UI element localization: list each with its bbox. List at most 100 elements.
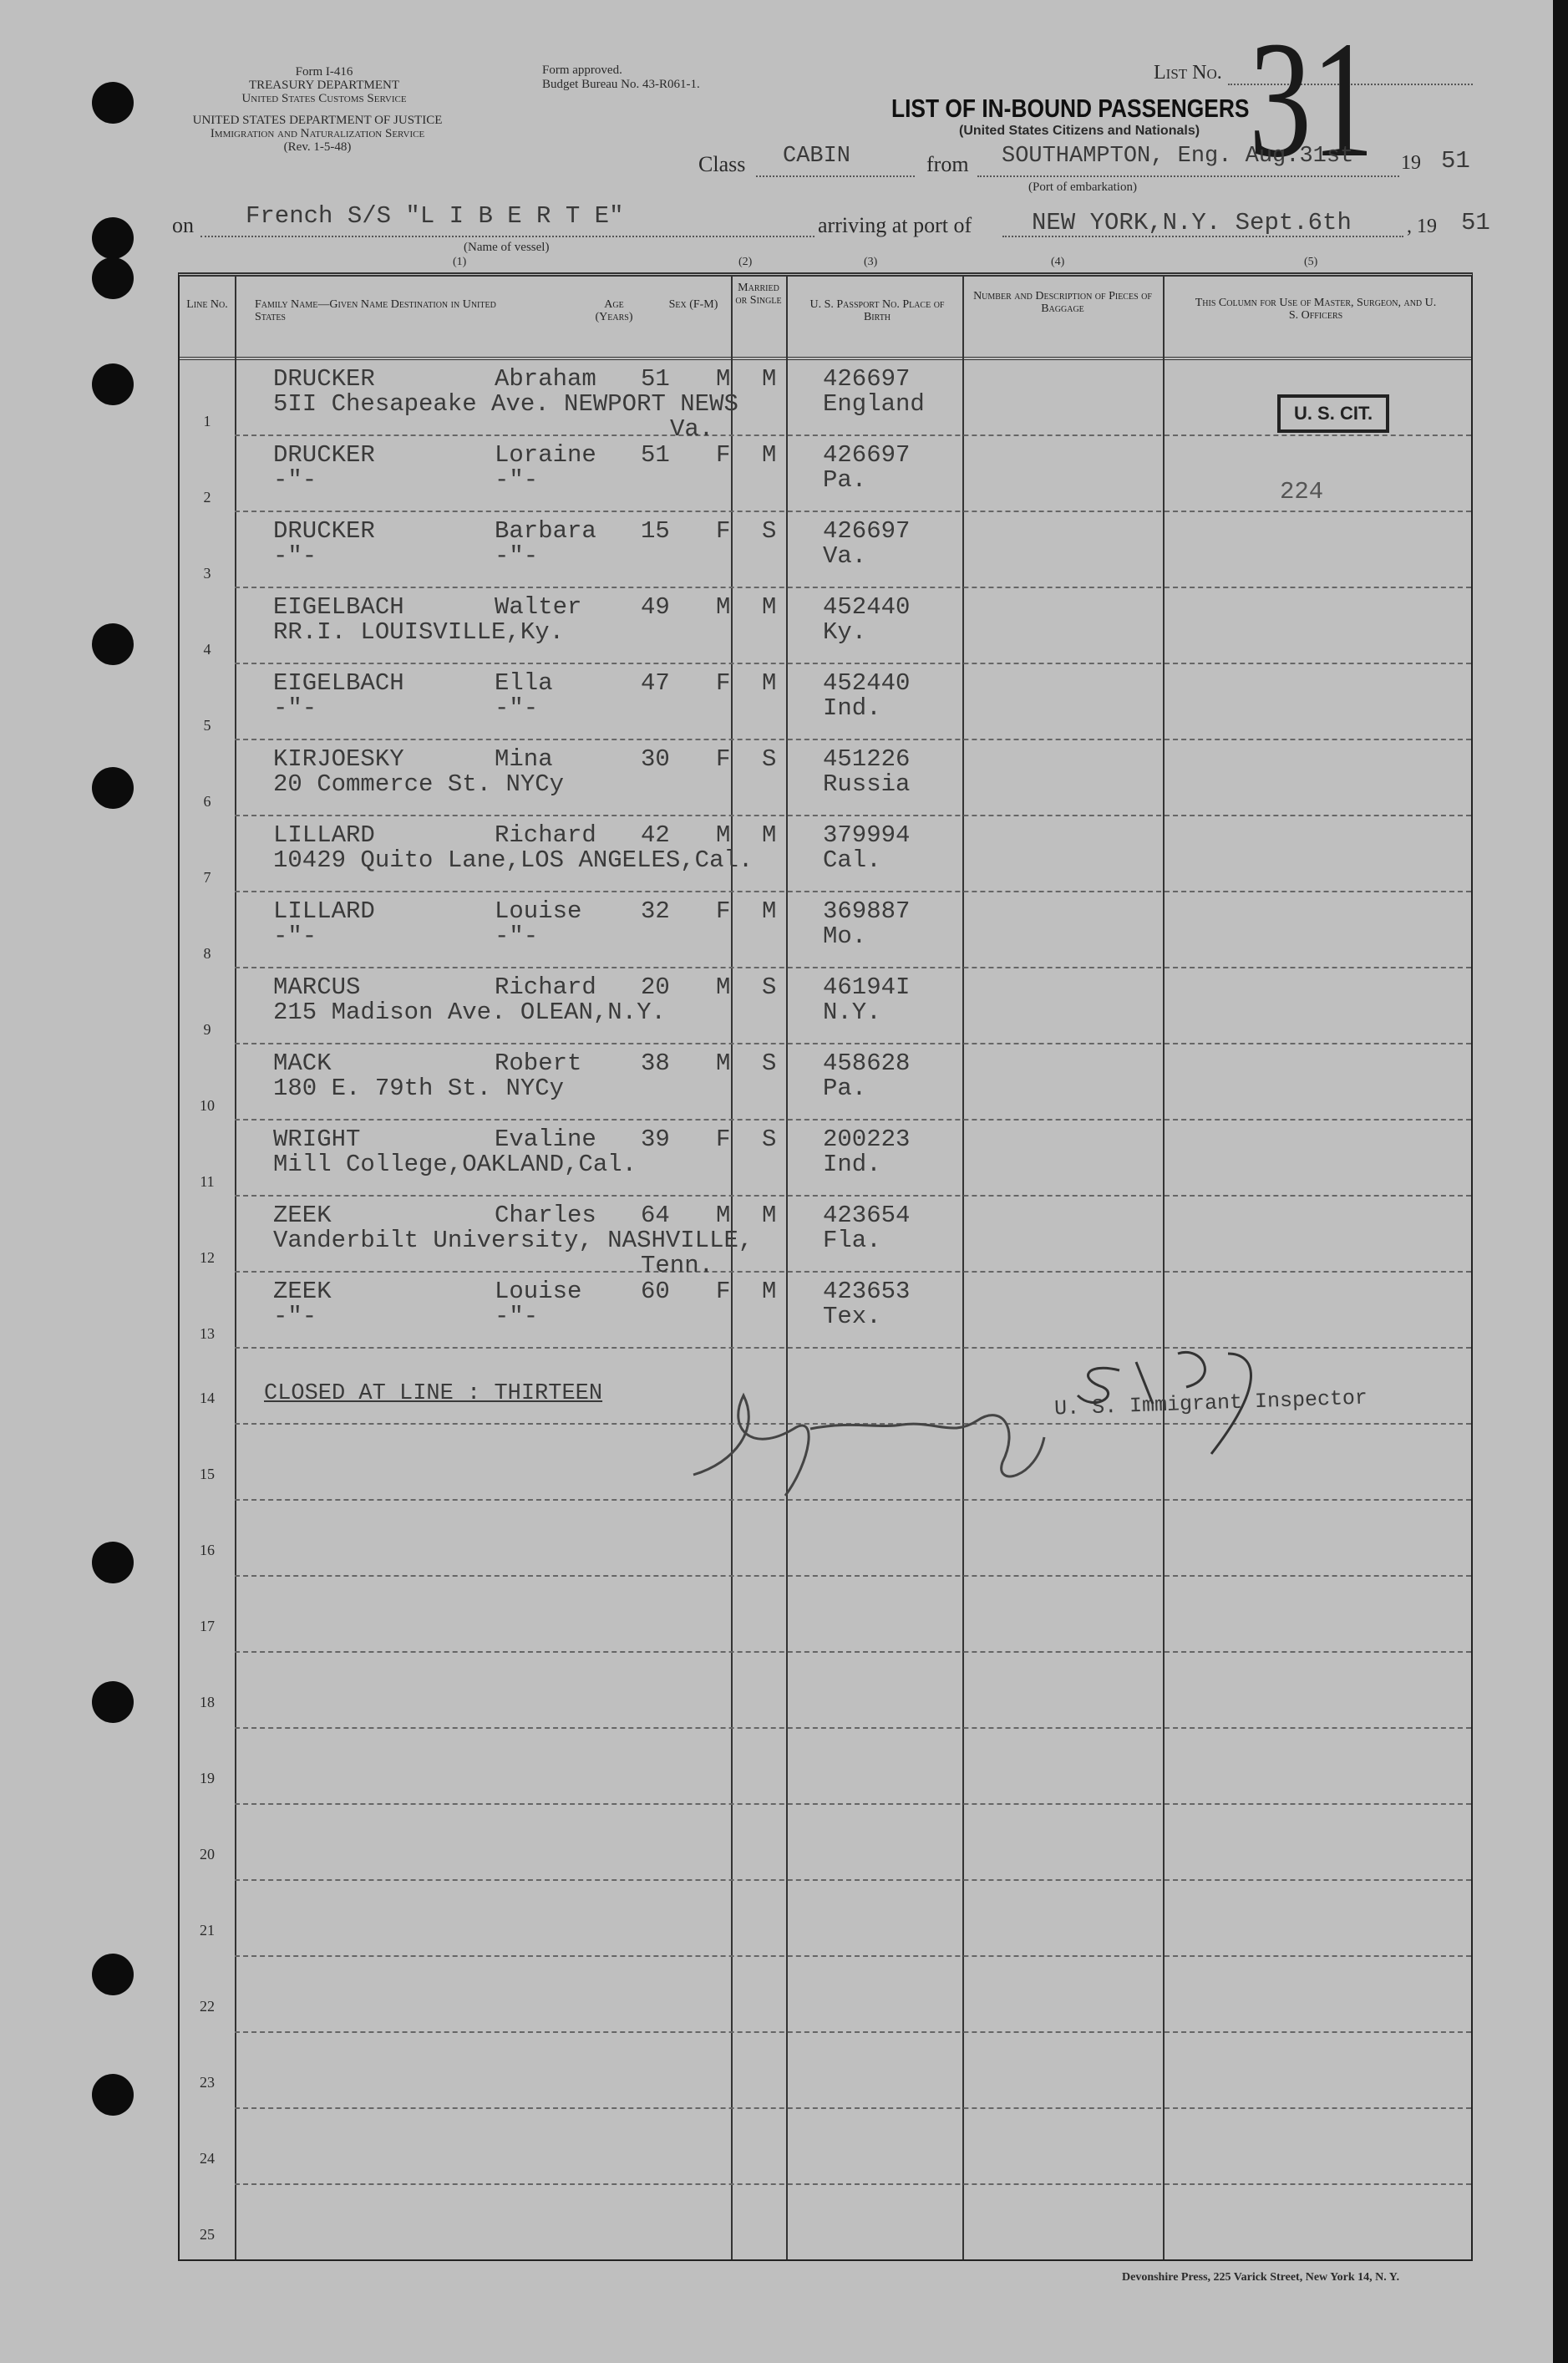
- passenger-marital: M: [762, 365, 777, 393]
- treasury-dept: TREASURY DEPARTMENT: [248, 79, 400, 92]
- line-number: 17: [200, 1618, 215, 1634]
- line-number: 2: [203, 489, 211, 506]
- table-row: 13 ZEEK Louise 60 F M 423653 Tex. -"- -"-: [180, 1271, 1471, 1349]
- table-row-empty: 15: [180, 1423, 1471, 1501]
- passenger-passport: 452440: [823, 669, 911, 697]
- passenger-sex: M: [716, 593, 731, 621]
- list-no-label: List No.: [1154, 62, 1222, 84]
- passenger-passport: 426697: [823, 441, 911, 469]
- line-number: 5: [203, 717, 211, 734]
- row-divider: [235, 434, 1471, 436]
- passenger-given: Loraine: [495, 441, 596, 469]
- customs-service: United States Customs Service: [241, 92, 407, 105]
- line-number: 20: [200, 1846, 215, 1862]
- ins-service: Immigration and Naturalization Service: [210, 127, 425, 140]
- passenger-given2: -"-: [495, 1303, 539, 1330]
- passenger-birthplace: Tex.: [823, 1303, 881, 1330]
- arrival-value: NEW YORK,N.Y. Sept.6th: [1032, 209, 1352, 236]
- passenger-dest: Vanderbilt University, NASHVILLE,: [273, 1227, 754, 1254]
- col-line-no: Line No.: [186, 298, 228, 311]
- col-age: Age (Years): [595, 298, 633, 323]
- column-number-4: (4): [1051, 256, 1065, 268]
- passenger-dest: -"-: [273, 466, 317, 494]
- form-header-left: Form I-416 TREASURY DEPARTMENT United St…: [207, 65, 441, 105]
- line-number: 8: [203, 945, 211, 962]
- passenger-sex: F: [716, 1278, 731, 1305]
- from-value: SOUTHAMPTON, Eng. Aug.31st: [1002, 144, 1354, 169]
- line-number: 11: [200, 1173, 215, 1190]
- passenger-marital: M: [762, 821, 777, 849]
- passenger-marital: S: [762, 973, 777, 1001]
- passenger-surname: DRUCKER: [273, 517, 375, 545]
- passenger-marital: S: [762, 1049, 777, 1077]
- passenger-dest: -"-: [273, 694, 317, 722]
- justice-header: UNITED STATES DEPARTMENT OF JUSTICE Immi…: [167, 114, 468, 154]
- passenger-birthplace: Ind.: [823, 1151, 881, 1178]
- row-divider: [235, 2183, 1471, 2185]
- passenger-given: Barbara: [495, 517, 596, 545]
- inspector-signature: [693, 1350, 1252, 1497]
- table-row: 1 DRUCKER Abraham 51 M M 426697 England 5II Ches…: [180, 358, 1471, 443]
- row-divider: [235, 1347, 1471, 1349]
- passenger-surname: LILLARD: [273, 821, 375, 849]
- page-subtitle: (United States Citizens and Nationals): [959, 124, 1200, 138]
- col-officers: This Column for Use of Master, Surgeon, …: [1195, 297, 1437, 322]
- form-number: Form I-416: [295, 65, 353, 79]
- passenger-given: Walter: [495, 593, 582, 621]
- table-row: 5 EIGELBACH Ella 47 F M 452440 Ind. -"- -"-: [180, 663, 1471, 740]
- row-divider: [235, 587, 1471, 588]
- passenger-surname: MARCUS: [273, 973, 361, 1001]
- passenger-marital: M: [762, 1278, 777, 1305]
- line-number: 14: [200, 1390, 215, 1406]
- row-divider: [235, 739, 1471, 740]
- from-label: from: [926, 152, 969, 176]
- port-caption: (Port of embarkation): [1028, 180, 1137, 194]
- row-divider: [235, 1955, 1471, 1957]
- row-divider: [235, 1119, 1471, 1121]
- passenger-surname: DRUCKER: [273, 441, 375, 469]
- class-value: CABIN: [783, 144, 851, 169]
- passenger-sex: F: [716, 669, 731, 697]
- passenger-given: Robert: [495, 1049, 582, 1077]
- passenger-dest: 180 E. 79th St. NYCy: [273, 1075, 565, 1102]
- row-divider: [235, 1651, 1471, 1653]
- row-divider: [235, 1727, 1471, 1729]
- passenger-birthplace: N.Y.: [823, 999, 881, 1026]
- passenger-dest: Mill College,OAKLAND,Cal.: [273, 1151, 637, 1178]
- passenger-surname: EIGELBACH: [273, 669, 404, 697]
- passenger-age: 47: [641, 669, 670, 697]
- table-row: 8 LILLARD Louise 32 F M 369887 Mo. -"- -"-: [180, 891, 1471, 968]
- passenger-birthplace: Pa.: [823, 1075, 867, 1102]
- passenger-age: 64: [641, 1202, 670, 1229]
- passenger-sex: M: [716, 973, 731, 1001]
- passenger-age: 51: [641, 441, 670, 469]
- column-number-1: (1): [453, 256, 467, 268]
- table-row-empty: 16: [180, 1499, 1471, 1577]
- closed-at-line: CLOSED AT LINE : THIRTEEN: [264, 1381, 603, 1406]
- passenger-sex: F: [716, 441, 731, 469]
- row-divider: [235, 1499, 1471, 1501]
- passenger-age: 49: [641, 593, 670, 621]
- table-row: 2 DRUCKER Loraine 51 F M 426697 Pa. -"- -"-: [180, 434, 1471, 512]
- table-row: 4 EIGELBACH Walter 49 M M 452440 Ky. RR.I. LOUIS…: [180, 587, 1471, 664]
- passenger-birthplace: Va.: [823, 542, 867, 570]
- passenger-dest: -"-: [273, 1303, 317, 1330]
- passenger-given: Ella: [495, 669, 553, 697]
- passenger-marital: M: [762, 593, 777, 621]
- row-divider: [235, 1879, 1471, 1881]
- row-divider: [235, 815, 1471, 816]
- passenger-age: 15: [641, 517, 670, 545]
- passenger-given: Charles: [495, 1202, 596, 1229]
- passenger-marital: S: [762, 517, 777, 545]
- table-row-empty: 22: [180, 1955, 1471, 2033]
- table-row: 6 KIRJOESKY Mina 30 F S 451226 Russia 20 Commerc…: [180, 739, 1471, 816]
- passenger-dest: 215 Madison Ave. OLEAN,N.Y.: [273, 999, 666, 1026]
- passenger-age: 32: [641, 897, 670, 925]
- line-number: 4: [203, 641, 211, 658]
- passenger-birthplace: Mo.: [823, 922, 867, 950]
- passenger-sex: F: [716, 897, 731, 925]
- passenger-sex: M: [716, 1049, 731, 1077]
- row-divider: [235, 1271, 1471, 1273]
- passenger-table: Line No. Family Name—Given Name Destinat…: [178, 272, 1473, 2261]
- line-number: 25: [200, 2226, 215, 2243]
